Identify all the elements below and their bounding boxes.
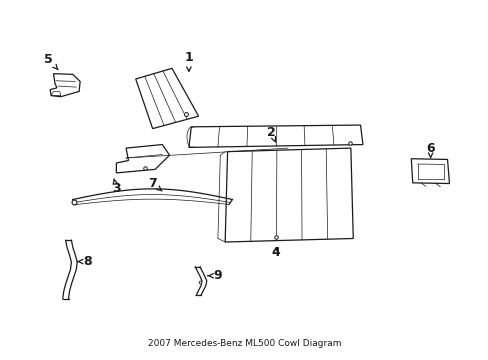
Text: 2: 2 xyxy=(266,126,275,142)
Text: 5: 5 xyxy=(44,53,58,69)
Text: 3: 3 xyxy=(112,179,121,195)
Text: 1: 1 xyxy=(184,51,193,71)
Text: 2007 Mercedes-Benz ML500 Cowl Diagram: 2007 Mercedes-Benz ML500 Cowl Diagram xyxy=(147,339,341,348)
Text: 8: 8 xyxy=(77,255,92,268)
Text: 6: 6 xyxy=(426,141,434,158)
Text: 7: 7 xyxy=(148,177,162,191)
Text: 4: 4 xyxy=(271,246,280,259)
Text: 9: 9 xyxy=(207,269,222,282)
